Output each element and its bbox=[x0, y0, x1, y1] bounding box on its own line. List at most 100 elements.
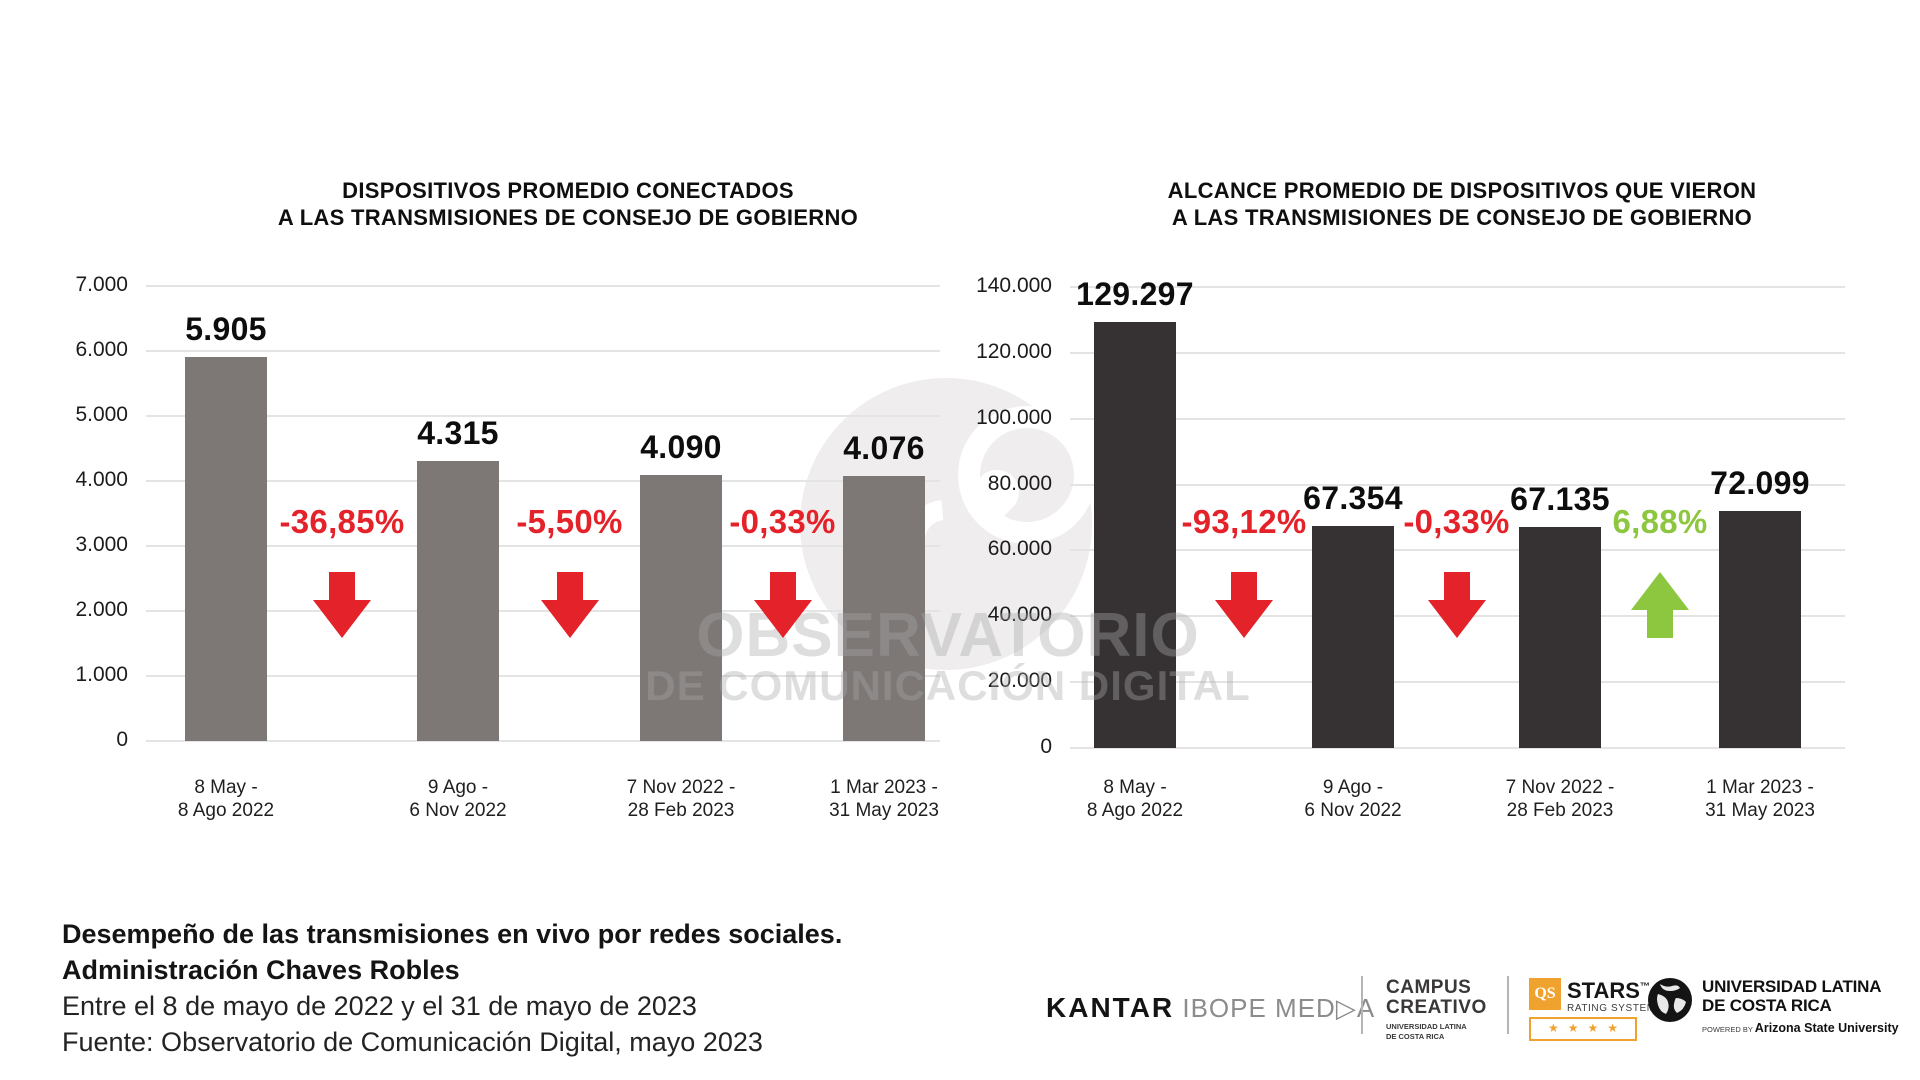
x-axis-category-label: 8 May -8 Ago 2022 bbox=[1015, 776, 1255, 822]
gridline bbox=[146, 350, 940, 352]
bar bbox=[843, 476, 925, 741]
arrow-head bbox=[540, 600, 599, 638]
x-axis-category-line: 31 May 2023 bbox=[829, 800, 939, 821]
watermark-text-line2: DE COMUNICACIÓN DIGITAL bbox=[645, 662, 1251, 709]
chart-title-line: ALCANCE PROMEDIO DE DISPOSITIVOS QUE VIE… bbox=[1167, 178, 1757, 203]
bar-value-label: 129.297 bbox=[1076, 276, 1194, 313]
logo-divider-1 bbox=[1361, 976, 1363, 1034]
bar-value-label: 67.354 bbox=[1303, 480, 1403, 517]
change-percent-label: 6,88% bbox=[1612, 503, 1708, 540]
change-percent-label: -36,85% bbox=[279, 503, 405, 540]
x-axis-category-line: 7 Nov 2022 - bbox=[626, 777, 736, 798]
arrow-head bbox=[1427, 600, 1486, 638]
gridline bbox=[1070, 417, 1845, 420]
latina-powered-by: POWERED BY Arizona State University bbox=[1702, 1019, 1899, 1037]
globe-icon bbox=[1648, 978, 1692, 1022]
qs-stars-rating: ★★★★ bbox=[1529, 1017, 1637, 1041]
y-axis-tick-label: 3.000 bbox=[75, 533, 128, 556]
kantar-ibope-media-logo: KANTAR IBOPE MED▷A bbox=[1046, 992, 1375, 1024]
arrow-head bbox=[1631, 572, 1689, 610]
change-percent-label: -0,33% bbox=[729, 503, 836, 540]
arrow-stem bbox=[1647, 608, 1673, 638]
arrow-down-icon bbox=[540, 572, 599, 638]
x-axis-category-label: 7 Nov 2022 -28 Feb 2023 bbox=[561, 776, 801, 822]
gridline bbox=[146, 285, 940, 287]
qs-star-icons: ★★★★ bbox=[1547, 1021, 1628, 1035]
gridline bbox=[146, 480, 940, 482]
y-axis-tick-label: 120.000 bbox=[976, 339, 1052, 363]
campus-creativo-logo: CAMPUS CREATIVO UNIVERSIDAD LATINA DE CO… bbox=[1386, 978, 1487, 1041]
arrow-stem bbox=[329, 572, 355, 602]
change-percent-label: -93,12% bbox=[1181, 503, 1307, 540]
y-axis-tick-label: 0 bbox=[1040, 735, 1052, 758]
change-percent-label: -5,50% bbox=[516, 503, 623, 540]
x-axis-category-label: 8 May -8 Ago 2022 bbox=[106, 776, 346, 822]
x-axis-category-line: 8 May - bbox=[194, 777, 258, 798]
x-axis-category-line: 1 Mar 2023 - bbox=[1706, 777, 1814, 798]
arrow-up-icon bbox=[1631, 572, 1689, 638]
gridline bbox=[146, 415, 940, 417]
x-axis-category-label: 9 Ago -6 Nov 2022 bbox=[338, 776, 578, 822]
arrow-down-icon bbox=[753, 572, 812, 638]
chart-title: DISPOSITIVOS PROMEDIO CONECTADOS A LAS TR… bbox=[138, 177, 998, 231]
arrow-head bbox=[313, 600, 371, 638]
qs-rating-system-text: RATING SYSTEM bbox=[1567, 1003, 1656, 1014]
arrow-down-icon bbox=[313, 572, 371, 638]
x-axis-category-line: 7 Nov 2022 - bbox=[1505, 777, 1615, 798]
arizona-state-text: Arizona State University bbox=[1754, 1021, 1899, 1035]
y-axis-tick-label: 140.000 bbox=[976, 274, 1052, 297]
x-axis-category-line: 6 Nov 2022 bbox=[1304, 800, 1402, 821]
arrow-stem bbox=[1231, 572, 1257, 602]
campus-line1: CAMPUS bbox=[1386, 977, 1472, 998]
arrow-head bbox=[1215, 600, 1273, 638]
bar bbox=[1519, 526, 1601, 748]
x-axis-category-label: 7 Nov 2022 -28 Feb 2023 bbox=[1440, 776, 1680, 822]
powered-by-prefix: POWERED BY bbox=[1702, 1025, 1755, 1034]
bar-value-label: 4.315 bbox=[417, 414, 499, 451]
footer-period-line: Entre el 8 de mayo de 2022 y el 31 de ma… bbox=[62, 991, 697, 1021]
gridline bbox=[1070, 681, 1845, 684]
y-axis-tick-label: 7.000 bbox=[75, 273, 128, 296]
campus-sub2: DE COSTA RICA bbox=[1386, 1032, 1445, 1041]
campus-line2: CREATIVO bbox=[1386, 997, 1487, 1018]
y-axis-tick-label: 0 bbox=[116, 728, 128, 751]
qs-badge-icon: QS bbox=[1529, 978, 1561, 1010]
x-axis-category-line: 28 Feb 2023 bbox=[627, 800, 735, 821]
arrow-down-icon bbox=[1427, 572, 1486, 638]
x-axis-category-line: 8 Ago 2022 bbox=[177, 800, 275, 821]
x-axis-category-line: 31 May 2023 bbox=[1705, 800, 1815, 821]
gridline bbox=[146, 740, 940, 742]
x-axis-category-line: 1 Mar 2023 - bbox=[830, 777, 938, 798]
footer-title-line1: Desempeño de las transmisiones en vivo p… bbox=[62, 919, 843, 949]
x-axis-category-label: 1 Mar 2023 -31 May 2023 bbox=[1640, 776, 1880, 822]
bar bbox=[1719, 510, 1801, 748]
qs-stars-text: STARS bbox=[1567, 978, 1640, 1003]
arrow-down-icon bbox=[1215, 572, 1273, 638]
x-axis-category-label: 9 Ago -6 Nov 2022 bbox=[1233, 776, 1473, 822]
bar bbox=[185, 357, 267, 741]
x-axis-category-line: 8 May - bbox=[1103, 777, 1167, 798]
kantar-wordmark: KANTAR bbox=[1046, 992, 1175, 1023]
gridline bbox=[146, 675, 940, 677]
gridline bbox=[1070, 286, 1845, 288]
y-axis-tick-label: 2.000 bbox=[75, 598, 128, 621]
footer-title-line2: Administración Chaves Robles bbox=[62, 955, 460, 985]
y-axis-tick-label: 100.000 bbox=[976, 405, 1052, 429]
ibope-media-wordmark: IBOPE MED▷A bbox=[1174, 993, 1376, 1023]
y-axis-tick-label: 4.000 bbox=[75, 468, 128, 491]
bar-value-label: 67.135 bbox=[1510, 480, 1610, 517]
chart-title-line: A LAS TRANSMISIONES DE CONSEJO DE GOBIER… bbox=[1171, 205, 1753, 230]
bar-value-label: 4.090 bbox=[640, 429, 722, 466]
y-axis-tick-label: 5.000 bbox=[75, 403, 128, 426]
chart-title-line: DISPOSITIVOS PROMEDIO CONECTADOS bbox=[342, 178, 794, 203]
universidad-latina-logo: UNIVERSIDAD LATINA DE COSTA RICA POWERED… bbox=[1702, 977, 1899, 1037]
gridline bbox=[1070, 549, 1845, 552]
chart-title-line: A LAS TRANSMISIONES DE CONSEJO DE GOBIER… bbox=[277, 205, 859, 230]
x-axis-category-line: 8 Ago 2022 bbox=[1086, 800, 1184, 821]
gridline bbox=[1070, 483, 1845, 486]
x-axis-category-line: 6 Nov 2022 bbox=[409, 800, 507, 821]
gridline bbox=[146, 545, 940, 547]
x-axis-category-line: 28 Feb 2023 bbox=[1506, 800, 1614, 821]
y-axis-tick-label: 60.000 bbox=[987, 537, 1052, 561]
